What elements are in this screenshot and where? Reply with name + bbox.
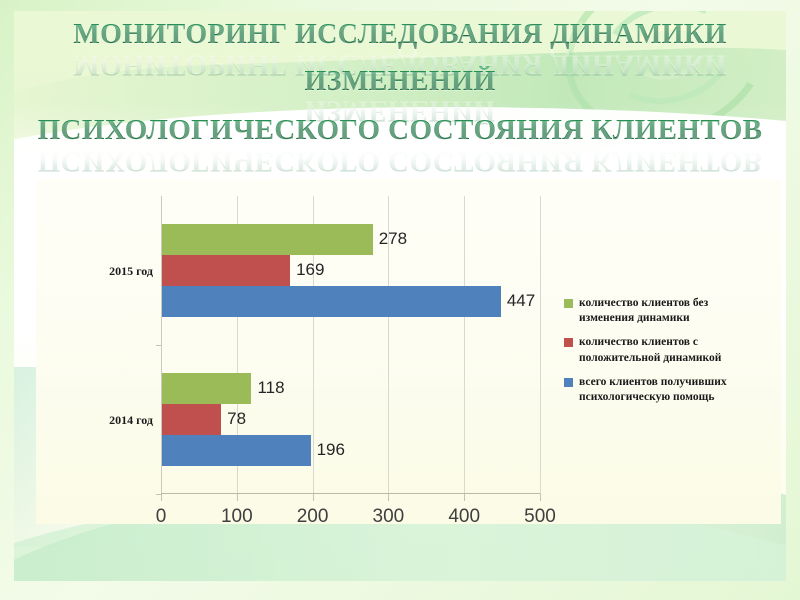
data-label: 196 — [316, 439, 345, 459]
chart-legend: количество клиентов без изменения динамик… — [564, 296, 779, 414]
bar-red[interactable] — [162, 255, 291, 286]
x-axis-tick — [540, 494, 541, 501]
x-axis-tick — [464, 494, 466, 501]
legend-item-label: всего клиентов получивших психологическую… — [579, 375, 727, 403]
gridline — [388, 196, 390, 494]
legend-item[interactable]: количество клиентов без изменения динамик… — [564, 296, 779, 326]
bar-green[interactable] — [162, 373, 252, 404]
data-label: 118 — [257, 377, 285, 397]
x-axis-tick — [161, 494, 162, 501]
legend-item-label: количество клиентов с положительной динам… — [579, 336, 722, 364]
x-axis-label: 100 — [220, 506, 253, 527]
gridline — [236, 196, 238, 494]
bar-chart: 278 169 447 118 78 196 2015 год 2014 год 0 100 2… — [36, 179, 781, 527]
data-label: 78 — [227, 408, 247, 428]
category-axis-tick — [156, 345, 161, 346]
x-axis-tick — [388, 494, 390, 501]
data-label: 278 — [378, 228, 408, 248]
title-line-1: МОНИТОРИНГ ИССЛЕДОВАНИЯ ДИНАМИКИ — [14, 19, 786, 50]
data-label: 447 — [506, 290, 536, 310]
x-axis-label: 400 — [448, 506, 481, 527]
gridline — [161, 196, 162, 494]
slide-title: МОНИТОРИНГ ИССЛЕДОВАНИЯ ДИНАМИКИ ИЗМЕНЕН… — [14, 19, 786, 146]
title-line-3-wrap: ПСИХОЛОГИЧЕСКОГО СОСТОЯНИЯ КЛИЕНТОВ — [14, 114, 786, 146]
gridline — [312, 196, 314, 494]
bar-green[interactable] — [162, 224, 373, 255]
legend-swatch-icon — [564, 299, 573, 308]
data-label: 169 — [296, 259, 325, 279]
x-axis-label: 200 — [296, 506, 329, 527]
legend-swatch-icon — [564, 338, 573, 348]
title-line-3: ПСИХОЛОГИЧЕСКОГО СОСТОЯНИЯ КЛИЕНТОВ — [14, 114, 786, 146]
x-axis-label: 0 — [155, 506, 167, 527]
legend-swatch-icon — [564, 377, 573, 387]
bar-red[interactable] — [162, 404, 222, 435]
legend-item-label: количество клиентов без изменения динамик… — [579, 297, 709, 325]
chart-plot-area: 278 169 447 118 78 196 — [156, 196, 541, 501]
title-line-1-wrap: МОНИТОРИНГ ИССЛЕДОВАНИЯ ДИНАМИКИ — [14, 19, 786, 50]
gridline — [464, 196, 466, 494]
x-axis-label: 300 — [372, 506, 405, 527]
title-line-2-wrap: ИЗМЕНЕНИЙ — [14, 66, 786, 97]
category-label: 2014 год — [109, 412, 153, 427]
title-line-2: ИЗМЕНЕНИЙ — [14, 66, 786, 97]
x-axis-tick — [312, 494, 314, 501]
chart-x-axis-line — [161, 493, 540, 494]
legend-item[interactable]: количество клиентов с положительной динам… — [564, 335, 779, 365]
bar-blue[interactable] — [162, 435, 311, 466]
category-label: 2015 год — [109, 263, 153, 278]
slide-inner-panel: МОНИТОРИНГ ИССЛЕДОВАНИЯ ДИНАМИКИ ИЗМЕНЕН… — [14, 11, 786, 581]
x-axis-tick — [236, 494, 238, 501]
gridline — [540, 196, 541, 494]
bar-blue[interactable] — [162, 286, 501, 317]
legend-item[interactable]: всего клиентов получивших психологическую… — [564, 375, 779, 405]
category-axis-tick — [156, 494, 161, 495]
x-axis-label: 500 — [524, 506, 556, 527]
